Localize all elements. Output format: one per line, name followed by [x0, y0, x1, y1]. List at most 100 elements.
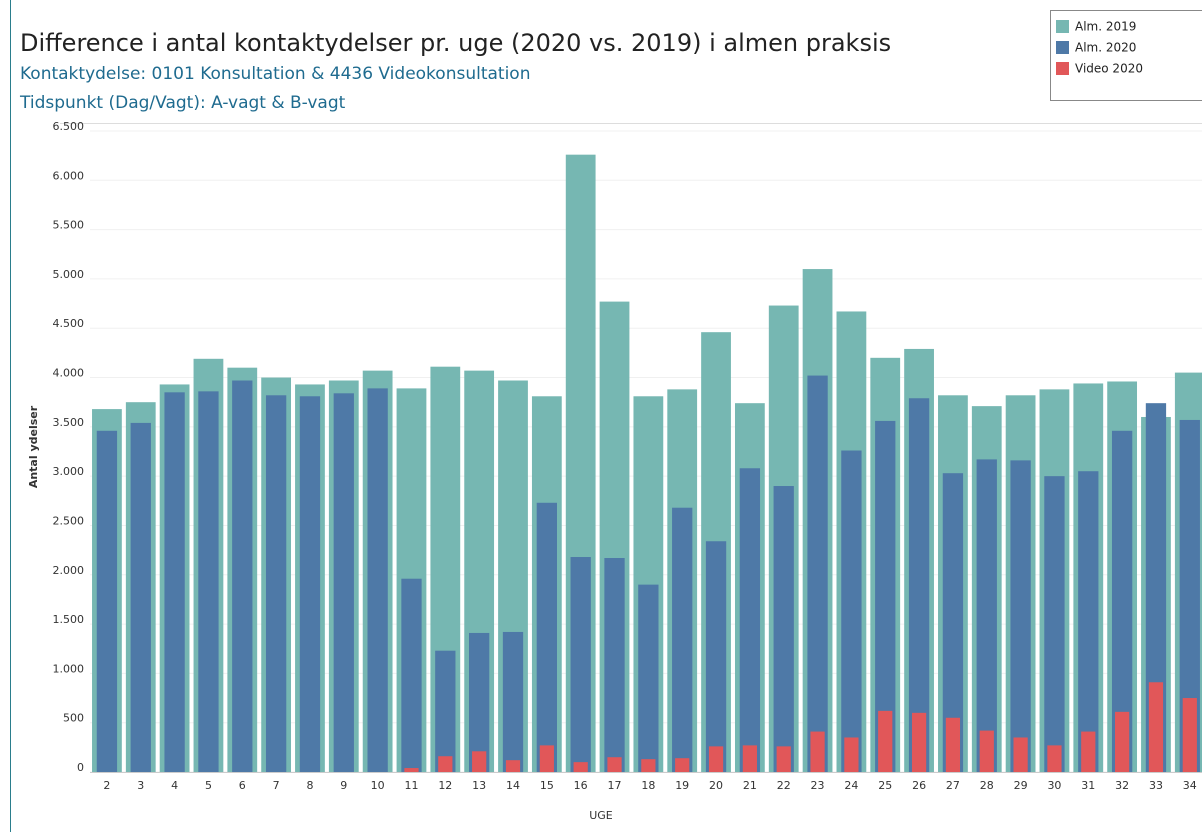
x-tick-label: 18: [641, 779, 655, 792]
bar: [505, 760, 521, 772]
y-tick-label: 3.500: [53, 416, 85, 429]
bar: [198, 391, 219, 772]
bar: [1179, 419, 1200, 772]
y-tick-label: 2.000: [53, 564, 85, 577]
x-tick-label: 12: [438, 779, 452, 792]
x-tick-label: 5: [205, 779, 212, 792]
x-tick-label: 25: [878, 779, 892, 792]
x-tick-label: 23: [811, 779, 825, 792]
y-axis-label: Antal ydelser: [27, 405, 40, 488]
bar: [705, 541, 727, 772]
bar: [979, 730, 994, 772]
bar: [1010, 460, 1031, 772]
x-tick-label: 21: [743, 779, 757, 792]
x-tick-label: 15: [540, 779, 554, 792]
bar: [570, 557, 591, 772]
x-tick-label: 29: [1014, 779, 1028, 792]
x-tick-label: 4: [171, 779, 178, 792]
bar: [1182, 698, 1197, 772]
y-tick-label: 5.500: [53, 219, 85, 232]
bar: [641, 759, 656, 772]
x-tick-label: 32: [1115, 779, 1129, 792]
x-tick-label: 31: [1081, 779, 1095, 792]
x-tick-label: 16: [574, 779, 588, 792]
x-tick-label: 17: [608, 779, 622, 792]
chart-title: Difference i antal kontaktydelser pr. ug…: [20, 29, 891, 57]
x-tick-label: 30: [1047, 779, 1061, 792]
bar: [773, 486, 794, 772]
bar: [1078, 471, 1099, 772]
x-tick-label: 11: [404, 779, 418, 792]
y-tick-label: 5.000: [53, 268, 85, 281]
legend-swatch: [1056, 41, 1069, 54]
y-tick-label: 0: [77, 761, 84, 774]
x-tick-label: 24: [844, 779, 858, 792]
bar: [807, 375, 828, 772]
bar: [810, 731, 825, 772]
bar: [299, 396, 321, 772]
y-tick-label: 1.500: [53, 613, 85, 626]
bar: [1145, 403, 1167, 772]
y-tick-label: 6.500: [53, 120, 85, 133]
legend-label: Alm. 2020: [1075, 41, 1136, 55]
x-tick-label: 14: [506, 779, 520, 792]
x-tick-label: 10: [371, 779, 385, 792]
x-tick-label: 22: [777, 779, 791, 792]
y-tick-label: 2.500: [53, 514, 85, 527]
bar: [539, 745, 554, 772]
bar: [96, 430, 118, 772]
bar: [976, 459, 997, 772]
chart-subtitle: Kontaktydelse: 0101 Konsultation & 4436 …: [20, 64, 530, 84]
bar: [739, 468, 761, 772]
bar: [844, 737, 859, 772]
y-tick-label: 4.000: [53, 367, 85, 380]
bar: [164, 392, 185, 772]
bar: [607, 757, 622, 772]
x-tick-label: 9: [340, 779, 347, 792]
bar: [472, 751, 487, 772]
bar: [638, 584, 659, 772]
legend-swatch: [1056, 62, 1069, 75]
x-axis-label: UGE: [589, 809, 613, 822]
bar: [1111, 430, 1133, 772]
bar: [675, 758, 690, 772]
bar: [672, 507, 693, 772]
bar: [435, 650, 456, 772]
bar: [841, 450, 862, 772]
x-tick-label: 8: [306, 779, 313, 792]
y-tick-label: 4.500: [53, 317, 85, 330]
bar: [1081, 731, 1096, 772]
bar: [604, 558, 625, 772]
bar: [536, 502, 557, 772]
legend-label: Alm. 2019: [1075, 20, 1136, 34]
bar: [1013, 737, 1028, 772]
x-tick-label: 2: [103, 779, 110, 792]
bar: [1047, 745, 1062, 772]
legend-swatch: [1056, 20, 1069, 33]
bar: [438, 756, 453, 772]
x-tick-label: 34: [1183, 779, 1197, 792]
bar: [232, 380, 253, 772]
bar: [942, 473, 964, 772]
bar: [1115, 711, 1130, 772]
x-tick-label: 7: [273, 779, 280, 792]
y-tick-label: 1.000: [53, 662, 85, 675]
bar: [401, 578, 422, 772]
bar: [708, 746, 724, 772]
bar: [875, 420, 896, 772]
bar: [502, 631, 524, 772]
x-tick-label: 13: [472, 779, 486, 792]
x-tick-label: 20: [709, 779, 723, 792]
bar: [1148, 682, 1164, 772]
bar: [1044, 476, 1065, 772]
bar: [404, 768, 419, 772]
bar: [333, 393, 354, 772]
y-tick-label: 500: [63, 712, 84, 725]
chart-subtitle: Tidspunkt (Dag/Vagt): A-vagt & B-vagt: [19, 93, 346, 113]
bar: [911, 712, 927, 772]
bar: [776, 746, 791, 772]
bar: [945, 717, 961, 772]
y-tick-label: 3.000: [53, 465, 85, 478]
bar: [367, 388, 388, 772]
